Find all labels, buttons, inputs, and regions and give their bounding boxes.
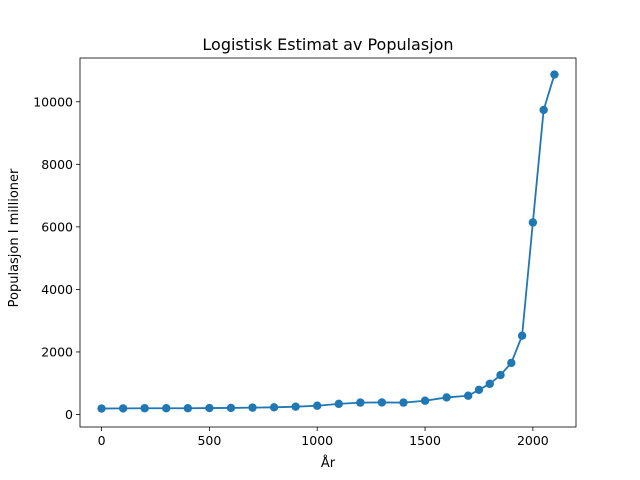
data-point xyxy=(507,358,516,368)
x-tick-label: 0 xyxy=(98,433,106,448)
data-point xyxy=(485,379,494,389)
data-point xyxy=(420,396,430,405)
data-point xyxy=(474,385,484,394)
data-point xyxy=(377,398,387,407)
data-point xyxy=(539,105,548,115)
x-tick-label: 1000 xyxy=(301,433,333,448)
data-point xyxy=(517,331,527,340)
chart-title: Logistisk Estimat av Populasjon xyxy=(202,35,453,54)
data-point xyxy=(226,403,236,413)
data-point xyxy=(140,404,149,413)
x-tick-label: 500 xyxy=(197,433,221,448)
y-tick-label: 0 xyxy=(65,407,73,422)
data-point xyxy=(463,391,473,400)
data-point xyxy=(205,403,214,413)
data-point xyxy=(356,398,365,407)
y-tick-label: 6000 xyxy=(41,219,73,234)
data-point xyxy=(496,370,505,380)
plot-area: 0 500 1000 1500 2000 0 2000 4000 6000 8000 10000 xyxy=(33,57,577,448)
data-point xyxy=(183,404,193,413)
data-point xyxy=(162,404,171,413)
data-point xyxy=(442,393,451,402)
data-point xyxy=(118,404,128,413)
y-axis-label: Populasjon I millioner xyxy=(7,168,22,307)
y-tick-label: 10000 xyxy=(33,94,73,109)
data-point xyxy=(550,70,559,79)
y-tick-label: 4000 xyxy=(41,282,73,297)
data-point xyxy=(399,398,408,407)
y-tick-label: 8000 xyxy=(41,157,73,172)
x-tick-label: 1500 xyxy=(409,433,441,448)
plot-frame xyxy=(79,57,577,428)
data-point xyxy=(528,218,538,227)
data-point xyxy=(269,403,279,412)
x-axis-label: År xyxy=(321,455,336,471)
data-point xyxy=(97,404,106,413)
series-line xyxy=(101,74,556,410)
x-tick-label: 2000 xyxy=(517,433,549,448)
data-point xyxy=(248,403,257,412)
data-point xyxy=(313,401,322,410)
data-point xyxy=(291,402,300,411)
y-tick-label: 2000 xyxy=(41,344,73,359)
data-point xyxy=(334,399,343,409)
